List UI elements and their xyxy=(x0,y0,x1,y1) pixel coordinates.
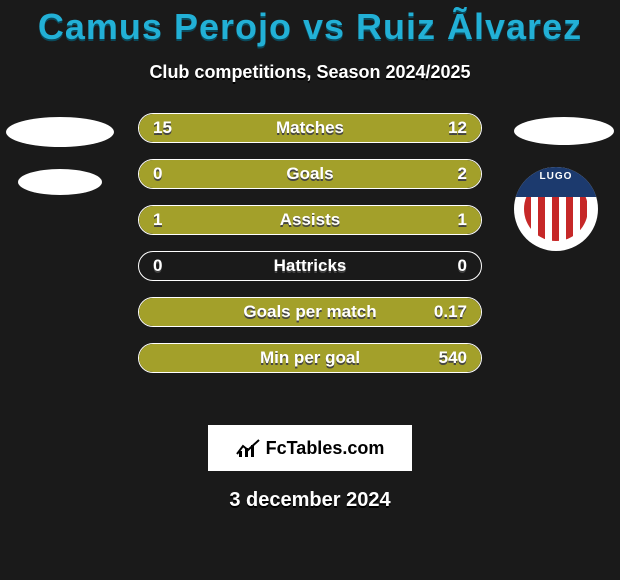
page-title: Camus Perojo vs Ruiz Ãlvarez xyxy=(0,0,620,48)
stat-bars: 1512Matches 02Goals 11Assists 00Hattricks 0.… xyxy=(138,113,482,389)
left-club-badges xyxy=(6,117,114,217)
metric-label: Assists xyxy=(139,210,481,230)
left-club-badge-2 xyxy=(18,169,102,195)
stat-row-goals: 02Goals xyxy=(138,159,482,189)
chart-icon xyxy=(236,438,260,458)
attribution-badge: FcTables.com xyxy=(208,425,412,471)
metric-label: Goals per match xyxy=(139,302,481,322)
right-club-badge-lugo: LUGO xyxy=(514,167,598,251)
metric-label: Hattricks xyxy=(139,256,481,276)
right-club-badge-1 xyxy=(514,117,614,145)
right-club-badges: LUGO xyxy=(514,117,614,251)
right-club-name: LUGO xyxy=(514,171,598,182)
stat-row-matches: 1512Matches xyxy=(138,113,482,143)
stat-row-hattricks: 00Hattricks xyxy=(138,251,482,281)
left-club-badge-1 xyxy=(6,117,114,147)
subtitle: Club competitions, Season 2024/2025 xyxy=(0,62,620,83)
stat-row-assists: 11Assists xyxy=(138,205,482,235)
metric-label: Matches xyxy=(139,118,481,138)
stat-row-min-per-goal: 540Min per goal xyxy=(138,343,482,373)
date-text: 3 december 2024 xyxy=(0,489,620,512)
comparison-panel: LUGO 1512Matches 02Goals 11Assists 00Hattri… xyxy=(0,113,620,413)
attribution-text: FcTables.com xyxy=(266,438,385,459)
metric-label: Goals xyxy=(139,164,481,184)
metric-label: Min per goal xyxy=(139,348,481,368)
stat-row-goals-per-match: 0.17Goals per match xyxy=(138,297,482,327)
